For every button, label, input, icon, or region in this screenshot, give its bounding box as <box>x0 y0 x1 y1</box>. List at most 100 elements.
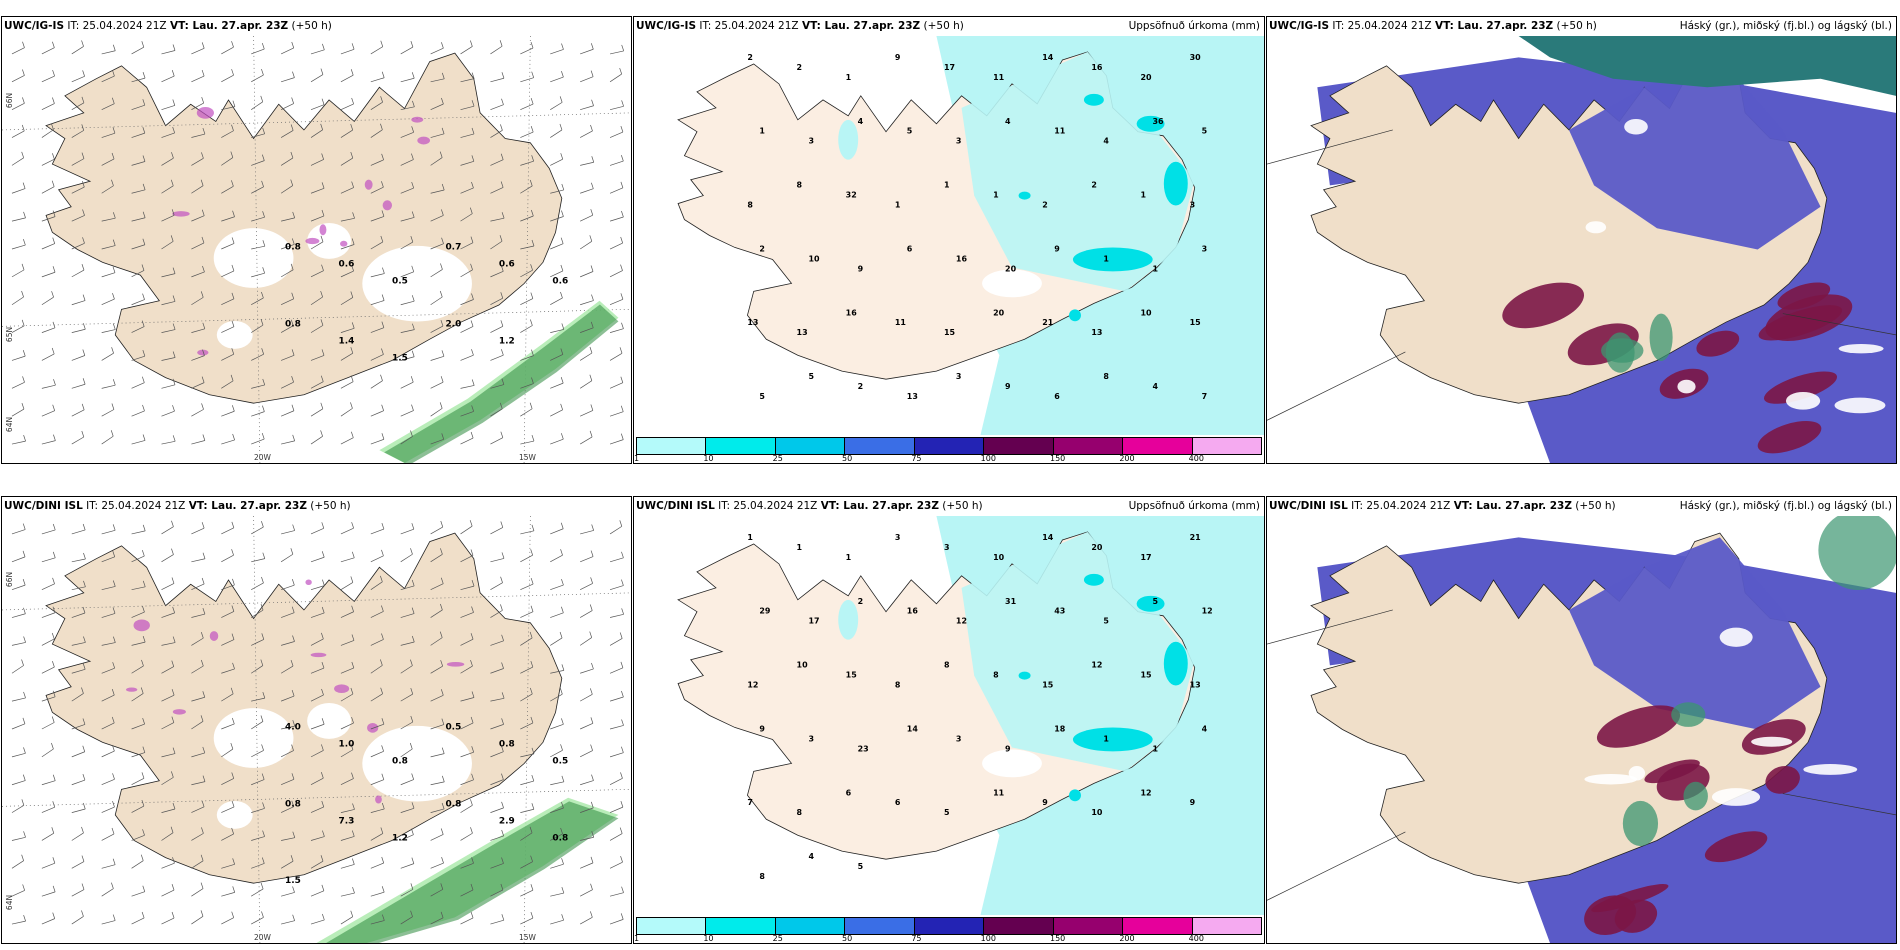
precip-value: 20 <box>1005 264 1017 273</box>
precip-value: 17 <box>809 617 820 626</box>
precip-value: 1 <box>944 181 950 190</box>
lead-time: (+50 h) <box>942 500 983 512</box>
precip-value: 1 <box>846 553 852 562</box>
precip-value: 2 <box>1091 181 1097 190</box>
colorbar-swatch <box>775 918 846 934</box>
precip-value: 31 <box>1005 597 1016 606</box>
init-time: IT: 25.04.2024 21Z <box>718 500 818 512</box>
colorbar-swatch <box>845 438 915 454</box>
init-time: IT: 25.04.2024 21Z <box>67 20 167 32</box>
precip-value: 1 <box>993 191 999 200</box>
precip-value: 29 <box>759 607 771 616</box>
precip-value: 43 <box>1054 607 1065 616</box>
panel-variable-title: Uppsöfnuð úrkoma (mm) <box>1128 20 1260 32</box>
precip-panel-row2: UWC/DINI ISL IT: 25.04.2024 21Z VT: Lau.… <box>633 496 1265 944</box>
precip-value: 5 <box>809 372 815 381</box>
precip-value: 1 <box>747 533 753 542</box>
precip-value: 9 <box>858 264 864 273</box>
wind-precip-value: 0.8 <box>285 799 301 809</box>
wind-precip-value: 7.3 <box>339 816 355 826</box>
wind-precip-value: 0.6 <box>499 260 515 270</box>
precip-value: 3 <box>809 734 815 743</box>
valid-time: VT: Lau. 27.apr. 23Z <box>801 20 921 32</box>
precip-value: 6 <box>1054 392 1060 401</box>
precip-value: 13 <box>1091 328 1102 337</box>
precip-value: 8 <box>747 201 753 210</box>
colorbar-swatch <box>775 438 846 454</box>
precip-value: 17 <box>1141 553 1152 562</box>
wind-precip-value: 1.0 <box>339 740 355 750</box>
precip-value: 18 <box>1054 724 1066 733</box>
precip-value: 17 <box>944 63 955 72</box>
precip-value: 13 <box>907 392 918 401</box>
wind-precip-value: 2.0 <box>445 319 461 329</box>
wind-precip-value: 0.8 <box>285 319 301 329</box>
precip-value: 32 <box>846 191 857 200</box>
precip-colorbar: 1 10 25 50 75 100 150 200 400 <box>634 915 1264 943</box>
precip-value: 8 <box>797 181 803 190</box>
precip-value: 13 <box>747 318 758 327</box>
colorbar-swatch <box>1192 918 1261 934</box>
precip-value: 4 <box>1103 137 1109 146</box>
precip-value: 9 <box>759 724 765 733</box>
colorbar-swatch <box>1053 438 1124 454</box>
colorbar-swatch <box>984 438 1054 454</box>
precip-value: 7 <box>747 798 753 807</box>
colorbar-label: 50 <box>842 934 853 943</box>
wind-precip-value: 2.9 <box>499 816 515 826</box>
colorbar-swatch <box>706 918 776 934</box>
precip-value: 12 <box>747 681 758 690</box>
precip-value: 12 <box>1091 661 1102 670</box>
precip-value: 2 <box>858 382 864 391</box>
precip-value: 1 <box>1103 734 1109 743</box>
precip-value: 1 <box>759 127 765 136</box>
precip-value: 20 <box>993 308 1005 317</box>
precip-value: 12 <box>956 617 967 626</box>
colorbar-label: 10 <box>703 934 714 943</box>
precip-map: 1 1 1 3 3 10 14 20 17 21 29 17 2 16 12 31 43 5 5 12 12 10 15 8 8… <box>634 516 1264 915</box>
colorbar-label: 400 <box>1188 454 1204 463</box>
precip-value: 1 <box>797 543 803 552</box>
precip-value: 11 <box>1054 127 1065 136</box>
precip-value: 5 <box>907 127 913 136</box>
colorbar-swatch <box>706 438 776 454</box>
precip-value: 20 <box>1091 543 1103 552</box>
colorbar-swatch <box>914 918 985 934</box>
valid-time: VT: Lau. 27.apr. 23Z <box>188 500 307 512</box>
precip-value: 3 <box>956 734 962 743</box>
colorbar-label: 150 <box>1050 454 1066 463</box>
wind-precip-value: 0.5 <box>552 757 568 767</box>
colorbar-label: 400 <box>1188 934 1204 943</box>
wind-precip-value: 4.0 <box>285 723 301 733</box>
wind-map: 4.0 1.0 0.8 0.5 0.8 0.5 0.8 7.3 1.2 0.8 2.9 0.8 1.5 <box>2 516 631 943</box>
lead-time: (+50 h) <box>291 20 332 32</box>
precip-value: 36 <box>1152 117 1164 126</box>
model-name: UWC/IG-IS <box>636 20 697 32</box>
precip-value: 2 <box>1042 201 1048 210</box>
precip-value: 5 <box>944 808 950 817</box>
precip-value: 3 <box>809 137 815 146</box>
precip-value: 1 <box>1141 191 1147 200</box>
wind-precip-value: 1.5 <box>392 354 408 364</box>
colorbar-label: 75 <box>911 454 922 463</box>
precip-value: 23 <box>858 744 869 753</box>
precip-value: 9 <box>1042 798 1048 807</box>
precip-value: 20 <box>1141 73 1153 82</box>
wind-precip-value: 0.5 <box>445 723 461 733</box>
lon-label-20w: 20W <box>254 933 271 942</box>
precip-value: 16 <box>956 254 968 263</box>
precip-value: 2 <box>747 53 753 62</box>
precip-value: 3 <box>944 543 950 552</box>
precip-value: 9 <box>895 53 901 62</box>
colorbar-swatch <box>1192 438 1261 454</box>
panel-header: UWC/DINI ISL IT: 25.04.2024 21Z VT: Lau.… <box>634 497 1264 516</box>
lat-label-66n: 66N <box>5 571 15 588</box>
model-name: UWC/IG-IS <box>1269 20 1330 32</box>
lead-time: (+50 h) <box>1556 20 1597 32</box>
panel-variable-title: Háský (gr.), miðský (fj.bl.) og lágský (… <box>1679 20 1892 32</box>
wind-precip-value: 0.8 <box>445 799 461 809</box>
precip-value: 21 <box>1190 533 1201 542</box>
wind-panel-row2: UWC/DINI ISL IT: 25.04.2024 21Z VT: Lau.… <box>1 496 632 944</box>
model-name: UWC/DINI ISL <box>4 500 83 512</box>
precip-value: 15 <box>1190 318 1201 327</box>
